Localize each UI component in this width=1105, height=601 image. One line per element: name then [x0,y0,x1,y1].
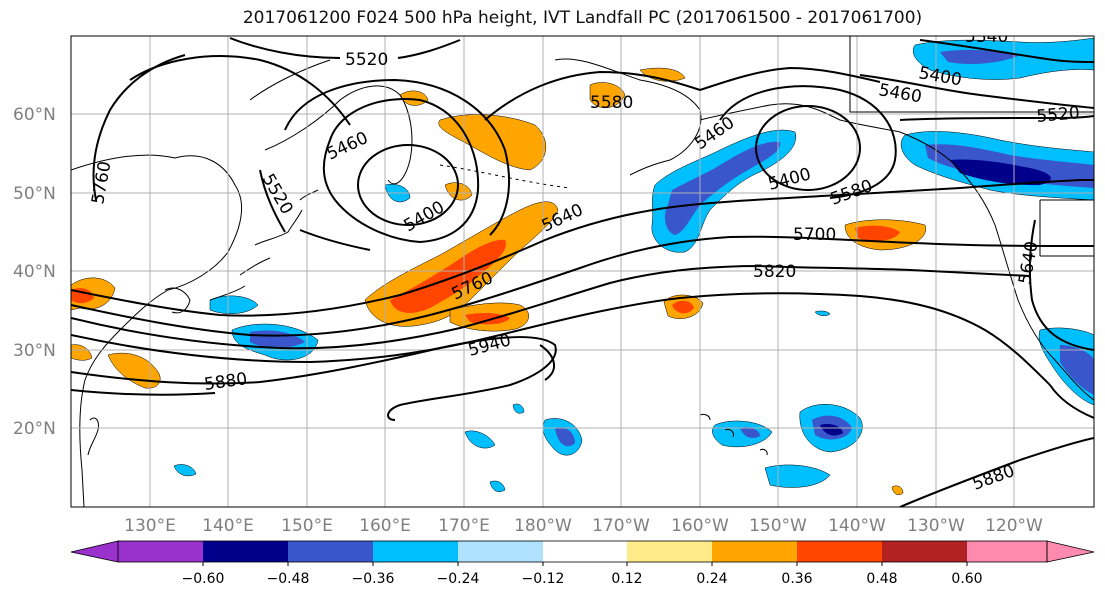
colorbar-tick-label: −0.12 [522,571,565,587]
lon-label: 150°E [281,516,333,536]
colorbar-swatch [203,541,288,562]
colorbar-swatch [543,541,627,562]
lon-label: 140°E [202,516,254,536]
lon-label: 170°W [592,516,650,536]
colorbar-tick-label: −0.48 [267,571,310,587]
colorbar-tick-label: 0.36 [781,571,812,587]
ivt-positive-features [71,67,927,495]
colorbar-extend-right [1046,540,1095,563]
contour-label: 5340 [965,27,1008,47]
lon-label: 120°W [985,516,1043,536]
lon-label: 150°W [749,516,807,536]
gridlines [71,36,1094,507]
colorbar-swatch [882,541,967,562]
region-boxes [849,36,1094,257]
contour-label: 5700 [793,225,836,245]
lon-label: 170°E [438,516,490,536]
contour-label: 5520 [345,50,388,70]
colorbar: −0.60 −0.48 −0.36 −0.24 −0.12 0.12 0.24 … [70,540,1095,587]
lon-label: 140°W [828,516,886,536]
colorbar-swatch [458,541,543,562]
map-border [70,35,1095,508]
colorbar-swatch [118,541,203,562]
colorbar-tick-label: 0.24 [696,571,727,587]
lon-label: 180°W [514,516,572,536]
lat-label: 50°N [13,184,56,204]
colorbar-swatch [627,541,712,562]
colorbar-swatch [288,541,373,562]
longitude-labels: 130°E 140°E 150°E 160°E 170°E 180°W 170°… [124,516,1043,536]
height-contours [71,37,1094,507]
contour-label: 5820 [753,262,796,282]
lat-label: 20°N [13,419,56,439]
colorbar-tick-label: 0.48 [866,571,897,587]
latitude-labels: 20°N 30°N 40°N 50°N 60°N [13,105,56,439]
lon-label: 130°E [124,516,176,536]
colorbar-tick-label: −0.60 [182,571,225,587]
colorbar-swatch [712,541,797,562]
lat-label: 60°N [13,105,56,125]
colorbar-swatch [797,541,882,562]
colorbar-tick-label: −0.36 [352,571,395,587]
lon-label: 160°E [359,516,411,536]
map-title: 2017061200 F024 500 hPa height, IVT Land… [242,8,923,28]
contour-label: 5520 [1036,103,1081,127]
colorbar-tick-label: −0.24 [437,571,480,587]
lat-label: 30°N [13,341,56,361]
colorbar-tick-label: 0.12 [611,571,642,587]
lon-label: 130°W [907,516,965,536]
colorbar-swatch [373,541,458,562]
lat-label: 40°N [13,262,56,282]
contour-label: 5580 [590,93,633,113]
colorbar-extend-left [70,540,119,563]
colorbar-swatch [967,541,1047,562]
lon-label: 160°W [671,516,729,536]
colorbar-tick-label: 0.60 [951,571,982,587]
